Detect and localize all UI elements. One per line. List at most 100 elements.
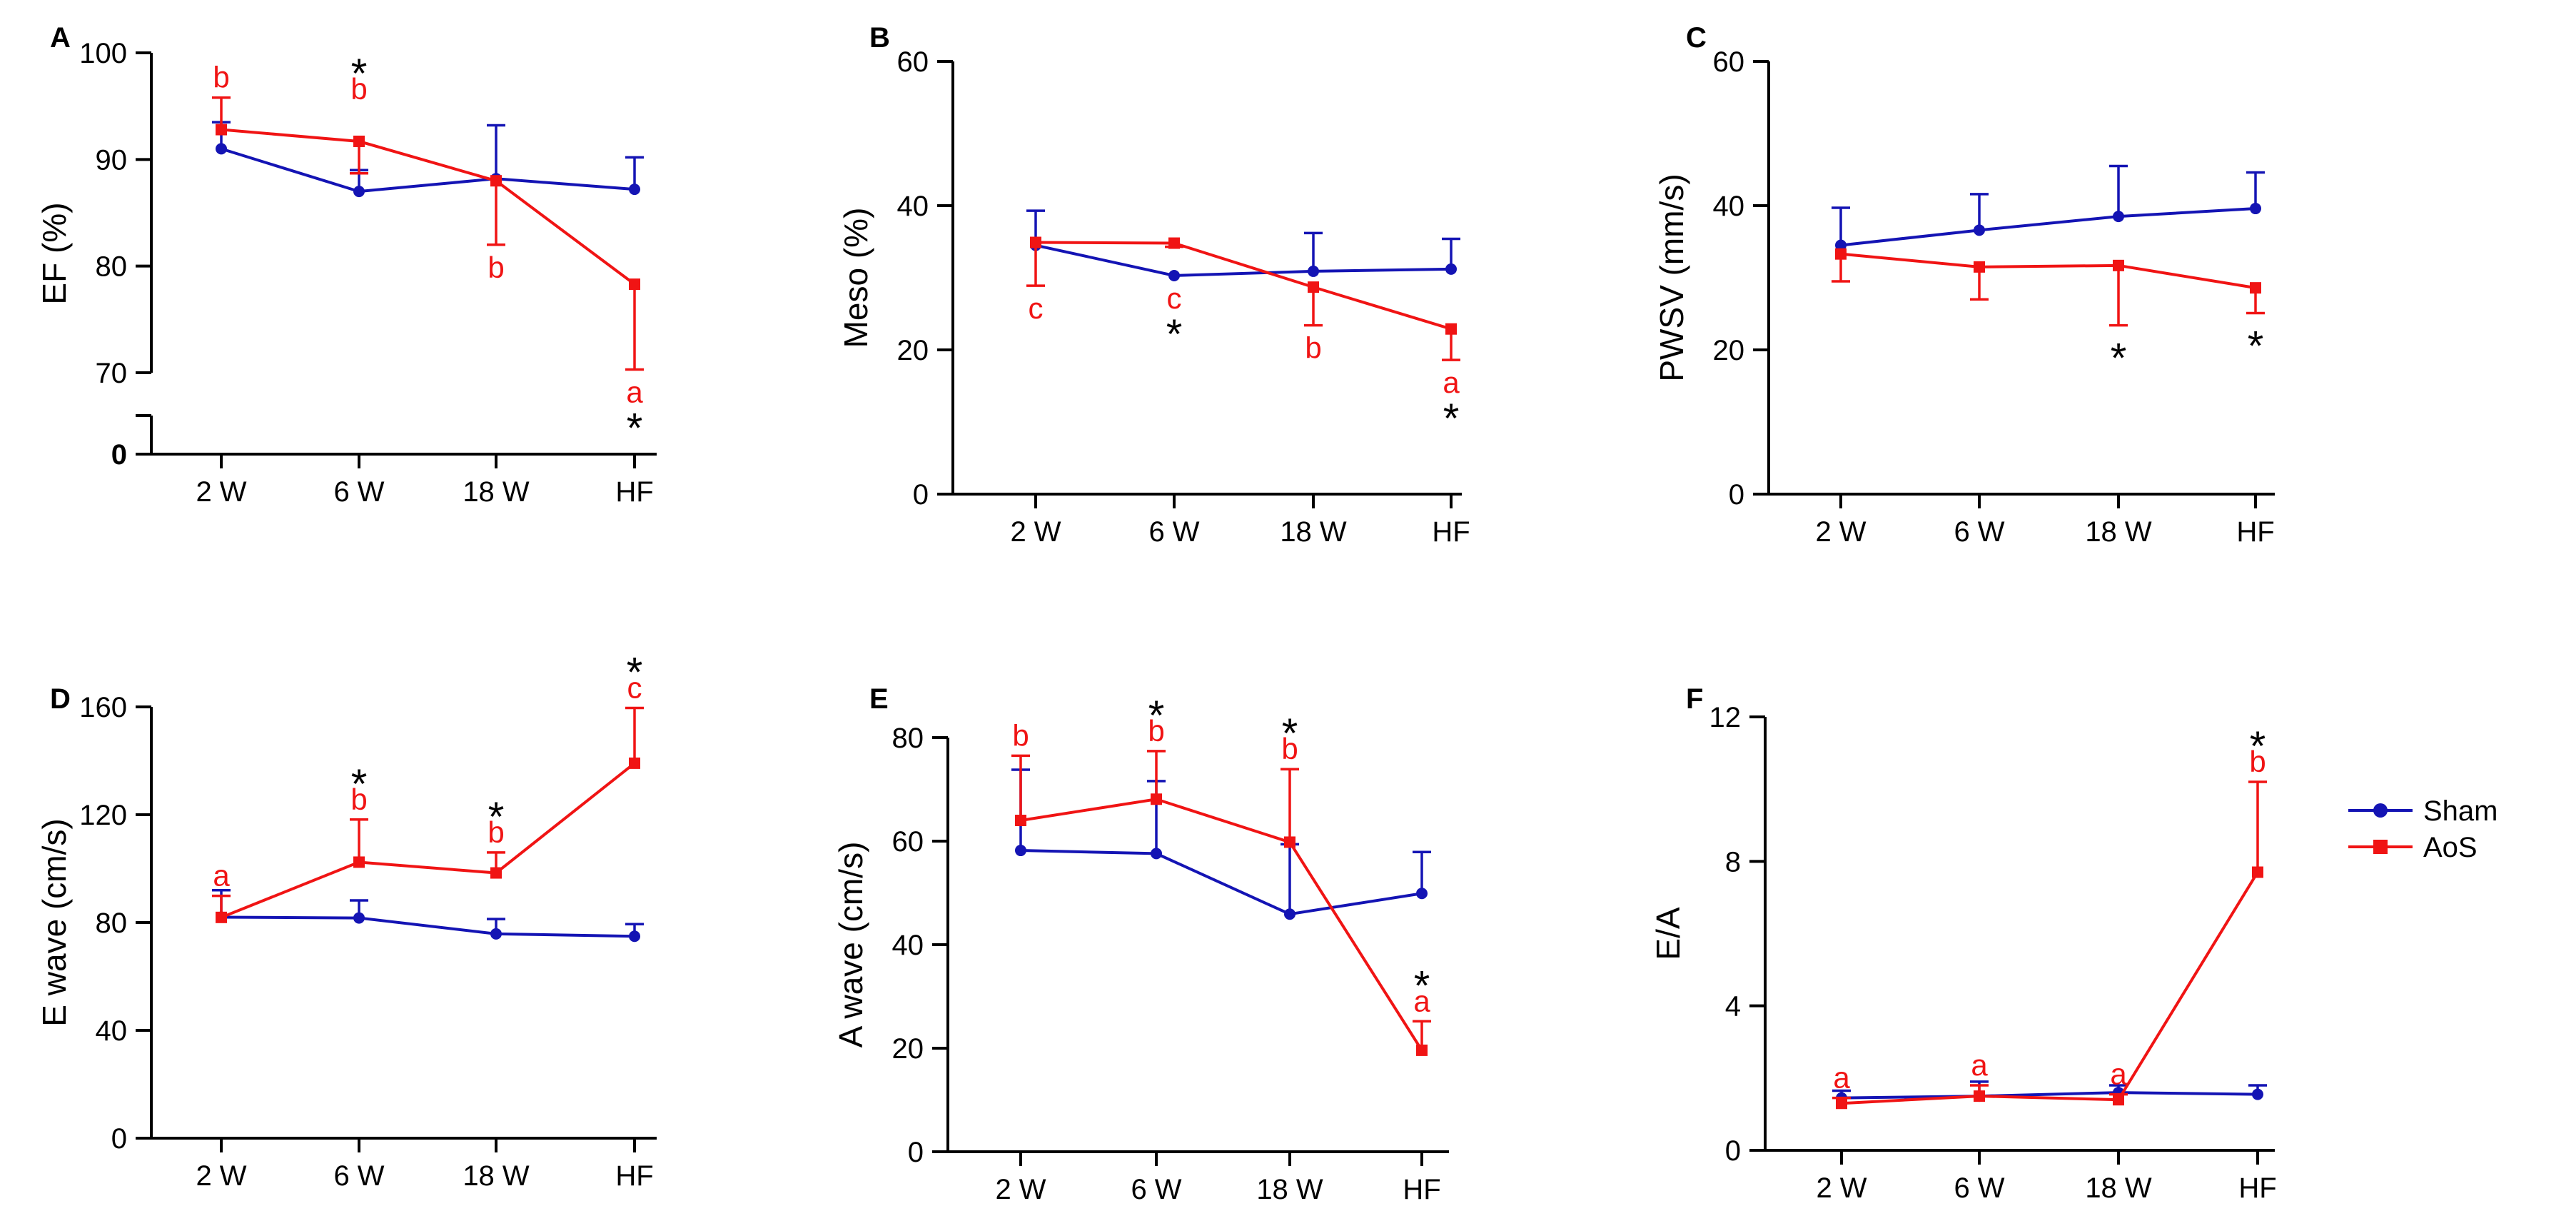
data-point [1015, 815, 1026, 826]
x-tick-label: HF [1432, 516, 1470, 548]
significance-annotation: b [213, 61, 229, 94]
data-point [1308, 281, 1319, 293]
significance-letter: a [1971, 1048, 1988, 1082]
significance-annotation: b* [1148, 693, 1164, 748]
x-tick-label: 6 W [1954, 516, 2004, 548]
series-sham [1832, 164, 2265, 251]
series-line [221, 915, 635, 938]
panel-letter: B [869, 22, 890, 54]
data-point [353, 135, 365, 147]
panel-letter: A [50, 22, 71, 54]
significance-letter: b [488, 251, 504, 284]
data-point [1835, 248, 1847, 260]
panel-letter: D [50, 683, 71, 715]
series-sham [1026, 209, 1460, 281]
data-point [1416, 1044, 1428, 1056]
series-aos [1011, 750, 1431, 1056]
data-point [2250, 282, 2261, 294]
y-axis-title: E/A [1650, 907, 1687, 960]
data-point [1445, 323, 1457, 335]
y-tick-label: 0 [913, 479, 929, 511]
series-aos [212, 96, 644, 371]
series-aos [212, 706, 644, 923]
data-point [1974, 224, 1985, 236]
data-point [629, 757, 640, 769]
y-tick-label: 0 [111, 439, 127, 471]
y-axis-title: EF (%) [36, 202, 73, 304]
significance-star: * [1166, 311, 1183, 358]
data-point [490, 175, 502, 187]
significance-letter: a [213, 859, 230, 893]
data-point [2250, 203, 2261, 215]
legend-marker [2373, 803, 2388, 818]
data-point [1445, 263, 1457, 275]
data-point [216, 143, 227, 155]
x-tick-label: 2 W [196, 1160, 246, 1192]
data-point [1284, 908, 1295, 920]
significance-star: * [1414, 963, 1430, 1009]
significance-letter: b [213, 61, 229, 94]
significance-star: * [1148, 693, 1165, 739]
y-tick-label: 12 [1709, 702, 1742, 733]
legend-item-aos: AoS [2348, 832, 2477, 863]
series-line [1841, 871, 2259, 1105]
significance-star: * [351, 761, 368, 808]
significance-annotation: b* [2249, 723, 2266, 778]
legend-label: Sham [2423, 795, 2498, 827]
significance-letter: c [1029, 291, 1044, 325]
data-point [629, 278, 640, 291]
series-sham [1011, 768, 1431, 920]
significance-letter: a [1833, 1061, 1850, 1095]
data-point [353, 856, 365, 868]
significance-letter: b [2249, 745, 2266, 778]
significance-star: * [1443, 396, 1460, 442]
data-point [1030, 236, 1041, 248]
significance-star: * [627, 406, 643, 452]
significance-annotation: * [2111, 336, 2127, 382]
data-point [2252, 866, 2263, 878]
y-tick-label: 120 [79, 800, 127, 831]
x-tick-label: 18 W [1280, 516, 1347, 548]
data-point [490, 867, 502, 879]
data-point [353, 186, 365, 198]
series-aos [1832, 780, 2267, 1110]
y-tick-label: 90 [96, 144, 128, 176]
y-tick-label: 20 [1713, 335, 1745, 366]
x-tick-label: 6 W [333, 1160, 384, 1192]
series-line [1035, 241, 1452, 331]
significance-letter: b [488, 815, 504, 849]
data-point [1015, 845, 1026, 857]
y-tick-label: 80 [96, 251, 128, 283]
series-sham [212, 888, 644, 943]
significance-annotation: b* [350, 761, 367, 816]
x-tick-label: 2 W [196, 476, 246, 508]
significance-letter: b [1012, 718, 1029, 752]
x-tick-label: 6 W [1148, 516, 1199, 548]
significance-annotation: a* [1443, 366, 1460, 442]
data-point [1836, 1097, 1847, 1110]
significance-letter: b [350, 783, 367, 816]
x-tick-label: 6 W [333, 476, 384, 508]
y-tick-label: 80 [96, 908, 128, 939]
significance-annotation: b [1012, 718, 1029, 752]
legend: Sham AoS [2348, 795, 2498, 863]
legend-item-sham: Sham [2348, 795, 2498, 827]
significance-star: * [351, 51, 368, 97]
data-point [629, 184, 640, 196]
significance-annotation: a* [626, 376, 643, 452]
y-tick-label: 60 [892, 826, 924, 858]
data-point [2252, 1088, 2263, 1100]
significance-letter: a [626, 376, 643, 409]
significance-annotation: b* [350, 51, 367, 106]
significance-letter: a [1443, 366, 1460, 399]
data-point [1168, 237, 1180, 249]
significance-star: * [2250, 723, 2266, 770]
x-tick-label: HF [615, 476, 653, 508]
significance-annotation: b [1305, 331, 1321, 365]
series-line [1035, 243, 1452, 277]
x-tick-label: 18 W [463, 1160, 530, 1192]
significance-annotation: * [2248, 323, 2264, 369]
y-axis-title: A wave (cm/s) [832, 842, 869, 1048]
